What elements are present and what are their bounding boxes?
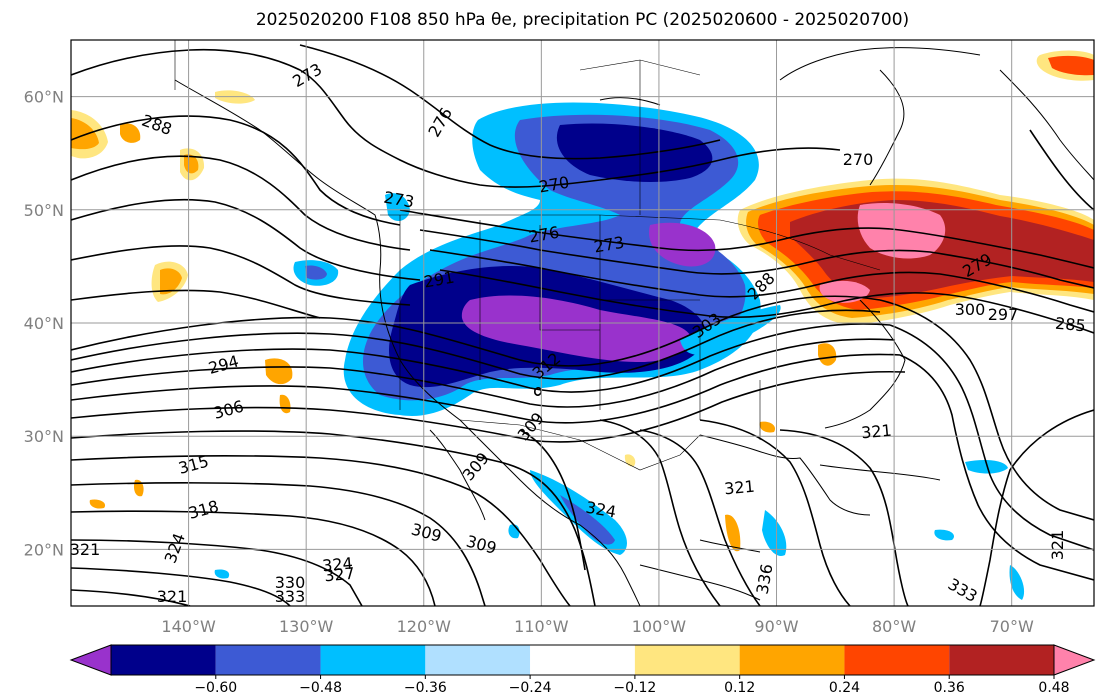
contour-label: 321 — [1048, 530, 1067, 561]
colorbar-segment — [320, 645, 426, 675]
latitude-tick-label: 20°N — [24, 540, 64, 559]
shade-gulf-mex — [759, 421, 776, 433]
map-gridlines — [71, 40, 1094, 606]
longitude-tick-label: 100°W — [632, 617, 687, 636]
longitude-tick-label: 80°W — [872, 617, 916, 636]
shade-mexico-core — [560, 495, 615, 545]
colorbar-segment — [111, 645, 216, 675]
colorbar-tick-label: −0.24 — [509, 680, 552, 696]
shade-florida — [818, 343, 837, 366]
contour-label: 300 — [955, 300, 986, 319]
latitude-axis: 60°N 50°N 40°N 30°N 20°N — [24, 88, 64, 560]
shade-central-am — [762, 510, 787, 556]
colorbar-segment — [215, 645, 321, 675]
longitude-tick-label: 130°W — [279, 617, 334, 636]
colorbar-tick-label: −0.12 — [613, 680, 656, 696]
colorbar-tick-label: 0.36 — [934, 680, 965, 696]
contour-label: 270 — [843, 150, 874, 169]
shade-gulf-2 — [120, 123, 141, 143]
colorbar-segment — [425, 645, 531, 675]
contour-label: 321 — [860, 421, 892, 443]
colorbar-extend-high — [1053, 644, 1096, 676]
longitude-tick-label: 90°W — [754, 617, 798, 636]
latitude-tick-label: 40°N — [24, 314, 64, 333]
shade-small-3 — [934, 529, 955, 541]
colorbar-segment — [530, 645, 635, 675]
shade-pacific-1-core — [160, 268, 182, 295]
colorbar: −0.60 −0.48 −0.36 −0.24 −0.12 0.12 0.24 0.36 0.4… — [69, 644, 1096, 696]
contour-label: 321 — [70, 540, 101, 559]
shade-yucatan — [725, 514, 741, 552]
shade-pacific-nw-core — [305, 265, 327, 280]
shade-central-purple — [461, 295, 691, 362]
colorbar-tick-label: 0.12 — [724, 680, 755, 696]
shade-carib-1 — [965, 460, 1008, 474]
latitude-tick-label: 30°N — [24, 427, 64, 446]
shade-pacific-2 — [265, 358, 293, 385]
colorbar-tick-label: 0.48 — [1038, 680, 1069, 696]
shade-small-2 — [214, 569, 230, 579]
longitude-tick-label: 140°W — [161, 617, 216, 636]
longitude-axis: 140°W 130°W 120°W 110°W 100°W 90°W 80°W 70°W — [161, 617, 1034, 636]
map-frame — [70, 39, 1095, 607]
contour-label: 321 — [723, 477, 755, 499]
colorbar-tick-label: −0.36 — [404, 680, 447, 696]
shade-mex-small — [624, 454, 636, 467]
shade-greenland-red — [1048, 55, 1094, 76]
colorbar-segment — [739, 645, 845, 675]
contour-label: 285 — [1054, 314, 1086, 336]
shade-north-dark — [556, 123, 713, 182]
colorbar-segment — [949, 645, 1054, 675]
longitude-tick-label: 110°W — [514, 617, 569, 636]
colorbar-frame — [110, 644, 1055, 676]
contour-label: 327 — [323, 564, 355, 586]
latitude-tick-label: 60°N — [24, 88, 64, 107]
shade-gulf-3-core — [184, 154, 199, 174]
colorbar-segment — [634, 645, 740, 675]
longitude-tick-label: 70°W — [990, 617, 1034, 636]
map-title: 2025020200 F108 850 hPa θe, precipitatio… — [255, 10, 910, 30]
contour-label: 321 — [157, 587, 188, 606]
shade-alaska-gulf-core — [71, 118, 99, 150]
contour-label: 333 — [275, 587, 306, 606]
colorbar-segment — [844, 645, 950, 675]
longitude-tick-label: 120°W — [397, 617, 452, 636]
political-borders — [174, 40, 881, 471]
precip-shading — [71, 50, 1094, 600]
colorbar-tick-label: −0.60 — [194, 680, 237, 696]
shade-pacific-4 — [89, 499, 106, 509]
contour-label: 297 — [988, 305, 1019, 324]
colorbar-tick-label: 0.24 — [829, 680, 860, 696]
colorbar-extend-low — [69, 644, 112, 676]
shade-bc-coast — [385, 193, 410, 222]
shade-plains-purple — [649, 222, 716, 267]
colorbar-tick-label: −0.48 — [299, 680, 342, 696]
shade-carib-2 — [1009, 565, 1025, 600]
theta-e-contours — [71, 44, 1094, 606]
contour-label: 324 — [321, 554, 353, 576]
contour-label: 330 — [275, 573, 306, 592]
latitude-tick-label: 50°N — [24, 201, 64, 220]
